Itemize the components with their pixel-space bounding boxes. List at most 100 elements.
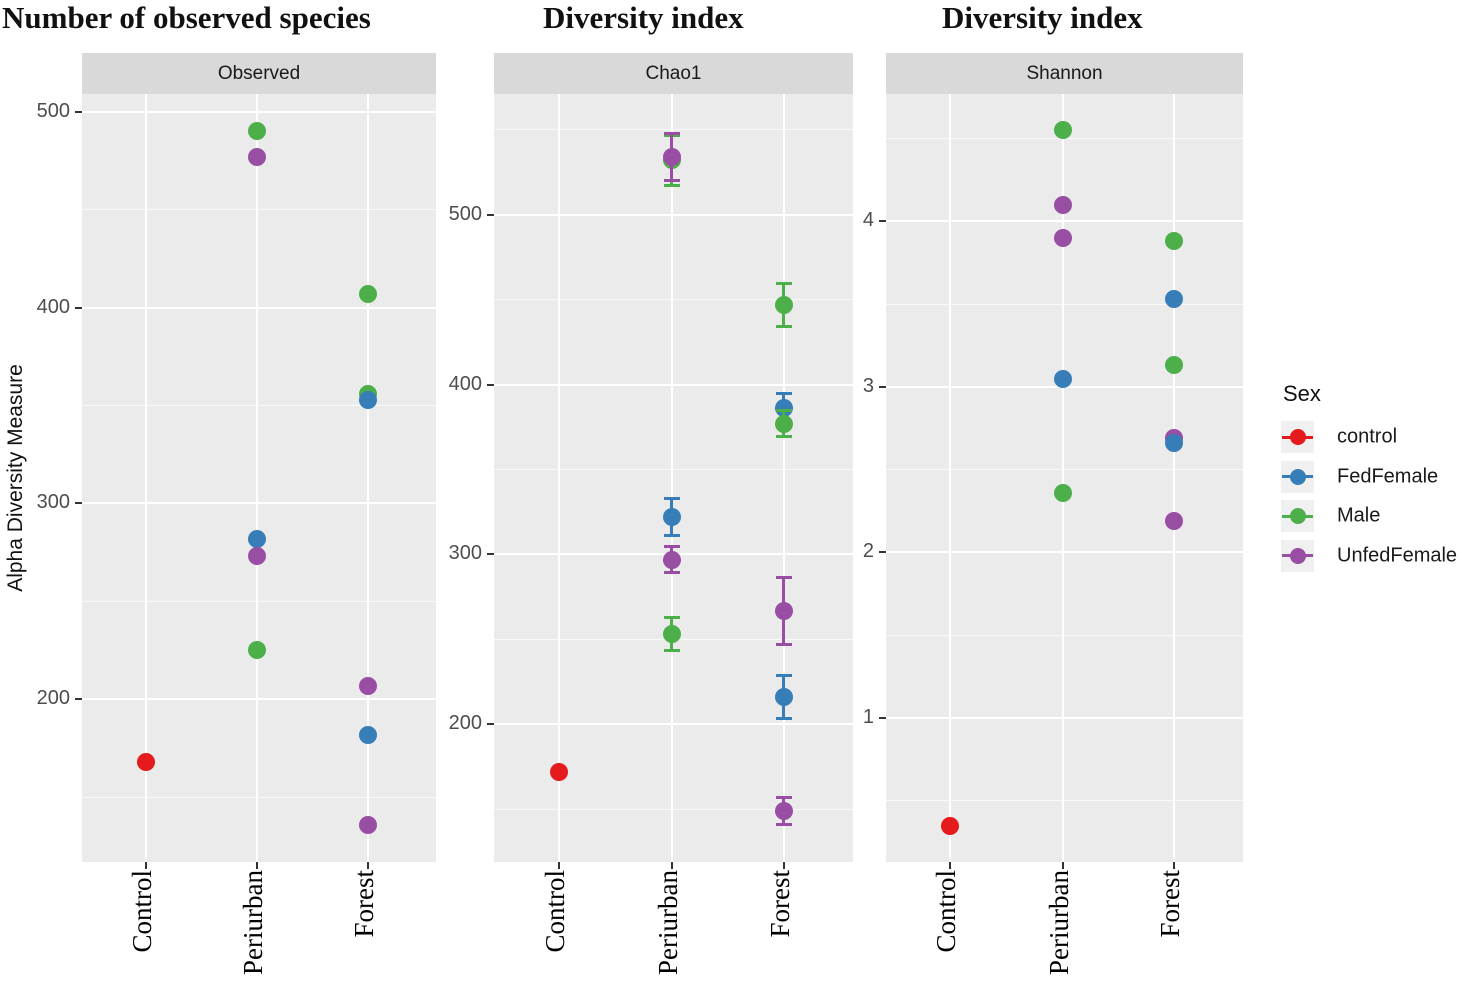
y-tick-mark xyxy=(879,717,886,719)
data-point xyxy=(774,688,793,707)
x-tick-label-text: Periurban xyxy=(238,870,269,975)
x-tick-mark xyxy=(1061,862,1064,869)
y-tick-label: 500 xyxy=(448,202,482,225)
y-tick-label: 200 xyxy=(448,712,482,735)
data-point xyxy=(1165,290,1184,309)
gridline-v xyxy=(782,94,785,862)
data-point xyxy=(662,625,681,644)
y-tick-mark xyxy=(879,220,886,223)
gridline-v xyxy=(256,94,259,862)
x-tick-label-text: Forest xyxy=(348,870,379,938)
gridline-major-h xyxy=(886,717,1243,719)
y-tick-label: 3 xyxy=(862,374,874,397)
facet-label: Chao1 xyxy=(645,62,702,84)
data-point xyxy=(358,725,377,744)
legend-item: control xyxy=(1281,421,1461,453)
panel1-title: Number of observed species xyxy=(2,0,371,35)
data-point xyxy=(248,641,267,660)
error-bar-cap xyxy=(775,281,792,285)
legend-title: Sex xyxy=(1283,381,1321,406)
gridline-major-h xyxy=(886,220,1243,223)
legend-item-label: FedFemale xyxy=(1337,465,1439,487)
x-tick-mark xyxy=(1173,862,1176,869)
data-point xyxy=(248,547,267,566)
y-tick-mark xyxy=(75,306,82,309)
legend-key xyxy=(1281,460,1314,493)
data-point xyxy=(662,508,681,527)
gridline-major-h xyxy=(82,306,436,309)
gridline-v xyxy=(557,94,560,862)
x-tick-label-text: Periurban xyxy=(1043,870,1074,975)
data-point xyxy=(358,815,377,834)
legend-item-label: control xyxy=(1337,425,1398,448)
y-tick-label: 4 xyxy=(862,209,874,232)
error-bar-cap xyxy=(663,571,680,575)
gridline-v xyxy=(366,94,369,862)
x-tick-mark xyxy=(557,862,560,869)
x-tick-label: Forest xyxy=(765,870,796,938)
legend-key xyxy=(1281,421,1314,453)
data-point xyxy=(248,122,267,141)
gridline-minor-h xyxy=(82,405,436,406)
y-tick-mark xyxy=(75,698,82,701)
x-tick-label-text: Control xyxy=(126,870,157,953)
x-tick-label: Control xyxy=(931,870,962,953)
plot-panel xyxy=(886,94,1243,862)
y-tick-mark xyxy=(75,502,82,505)
error-bar-cap xyxy=(775,717,792,721)
x-tick-label: Periurban xyxy=(653,870,684,975)
x-tick-mark xyxy=(144,862,147,869)
gridline-minor-h xyxy=(494,469,853,470)
panel2-title: Diversity index xyxy=(543,0,744,35)
gridline-minor-h xyxy=(886,634,1243,636)
gridline-minor-h xyxy=(82,209,436,211)
y-tick-mark xyxy=(487,553,494,556)
y-tick-mark xyxy=(75,110,82,113)
gridline-major-h xyxy=(82,502,436,505)
data-point xyxy=(774,414,793,433)
x-tick-label-text: Control xyxy=(539,870,570,953)
legend-point-glyph xyxy=(1289,547,1306,564)
x-tick-mark xyxy=(256,862,259,869)
gridline-v xyxy=(670,94,673,862)
data-point xyxy=(1053,195,1072,214)
y-tick-label: 200 xyxy=(36,687,70,710)
data-point xyxy=(774,399,793,418)
data-point xyxy=(1053,121,1072,140)
data-point xyxy=(549,762,568,781)
legend-key xyxy=(1281,539,1314,572)
x-tick-mark xyxy=(670,862,673,869)
facet-label: Observed xyxy=(217,62,301,84)
error-bar-cap xyxy=(775,435,792,439)
gridline-minor-h xyxy=(82,796,436,798)
legend-item-label: UnfedFemale xyxy=(1337,544,1458,566)
data-point xyxy=(1165,356,1184,375)
gridline-major-h xyxy=(82,698,436,701)
error-bar-cap xyxy=(775,796,792,800)
legend-item: UnfedFemale xyxy=(1281,539,1461,572)
gridline-minor-h xyxy=(494,299,853,301)
gridline-v xyxy=(949,94,952,862)
facet-strip: Observed xyxy=(82,53,436,94)
legend-item-label: Male xyxy=(1337,504,1381,527)
x-tick-label: Forest xyxy=(349,870,380,938)
error-bar-cap xyxy=(775,392,792,396)
legend-key xyxy=(1281,500,1314,532)
x-tick-label-text: Forest xyxy=(764,870,795,938)
y-tick-mark xyxy=(487,723,494,726)
x-tick-label: Periurban xyxy=(1044,870,1075,975)
error-bar-cap xyxy=(663,497,680,501)
data-point xyxy=(1165,512,1184,531)
data-point xyxy=(1053,369,1072,388)
legend-point-glyph xyxy=(1289,468,1306,485)
gridline-minor-h xyxy=(494,129,853,131)
gridline-minor-h xyxy=(886,469,1243,471)
y-tick-mark xyxy=(487,213,494,216)
data-point xyxy=(358,676,377,695)
error-bar-cap xyxy=(663,616,680,620)
facet-strip: Chao1 xyxy=(494,53,853,94)
y-tick-label: 300 xyxy=(36,491,70,514)
x-tick-label-text: Periurban xyxy=(652,870,683,975)
y-tick-label: 300 xyxy=(448,542,482,565)
